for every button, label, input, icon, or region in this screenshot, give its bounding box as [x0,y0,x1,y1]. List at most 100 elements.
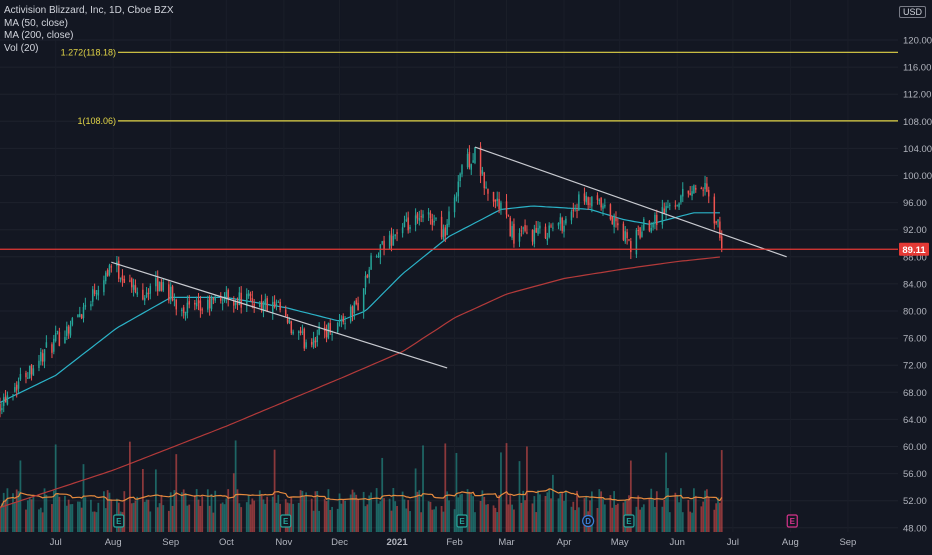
candle-body [713,196,716,224]
y-tick-label: 92.00 [903,225,927,236]
candle-body [427,212,430,215]
volume-bar [162,505,165,532]
x-tick-label: Sep [162,537,179,548]
candle-body [643,219,645,230]
candle-body [67,326,70,334]
volume-bar [422,445,424,532]
volume-bar [585,495,588,532]
candle-body [364,275,367,288]
candle-body [314,340,317,343]
candle-body [669,204,671,206]
candle-body [390,233,393,246]
candle-body [576,210,578,212]
volume-bar [134,500,137,532]
dividend-marker[interactable]: D [582,514,595,528]
volume-bar [208,505,211,532]
candle-body [546,237,549,241]
candle-body [455,196,458,198]
volume-bar [524,500,526,532]
y-tick-label: 56.00 [903,469,927,480]
candle-body [277,301,280,303]
candle-body [485,186,487,188]
volume-bar [637,495,640,532]
volume-bar [210,493,213,532]
candle-body [54,332,57,341]
currency-button[interactable]: USD [898,6,926,18]
volume-bar [535,512,538,532]
candle-body [340,318,343,321]
candle-body [403,221,406,228]
candle-body [487,189,489,194]
earnings-marker[interactable]: E [280,514,292,528]
volume-bar [167,510,170,532]
volume-ma-line [0,488,723,509]
earnings-marker[interactable]: E [623,514,635,528]
candle-body [106,270,109,277]
candle-body [41,353,44,362]
volume-bar [526,446,528,532]
ma50-legend[interactable]: MA (50, close) [4,17,68,29]
volume-bar [197,499,200,532]
volume-bar [247,494,250,532]
candle-body [466,153,469,168]
y-tick-label: 120.00 [903,36,932,47]
volume-bar [251,498,254,532]
candle-body [596,195,599,200]
volume-bar [496,512,499,532]
volume-bar [110,499,113,532]
volume-bar [639,509,641,532]
volume-bar [141,469,144,532]
earnings-marker[interactable]: E [786,514,798,528]
volume-bar [180,492,183,532]
volume-bar [663,499,666,532]
candle-body [396,232,398,234]
volume-bar [65,505,68,532]
ma200-legend[interactable]: MA (200, close) [4,30,74,41]
volume-bar [28,497,31,532]
candle-body [0,403,1,412]
symbol-title[interactable]: Activision Blizzard, Inc, 1D, Cboe BZX [4,5,174,16]
candle-body [539,225,541,229]
volume-bar [184,492,187,532]
volume-bar [275,502,278,532]
candle-body [266,298,268,312]
candle-body [459,173,461,182]
candle-body [626,232,628,238]
candle-body [264,299,267,304]
candle-body [407,217,409,231]
candle-body [533,229,536,244]
volume-bar [58,496,61,532]
volume-bar [366,504,369,532]
candle-body [650,228,652,232]
candle-body [32,368,35,376]
volume-legend[interactable]: Vol (20) [4,42,39,54]
volume-bar [344,500,346,532]
volume-bar [106,490,109,532]
candle-body [500,202,502,210]
volume-bar [616,503,619,532]
volume-bar [533,496,536,532]
candle-body [622,223,625,240]
candle-body [64,337,66,344]
volume-bar [498,495,500,532]
volume-bar [182,489,185,532]
candle-body [531,230,534,242]
earnings-marker[interactable]: E [456,514,468,528]
volume-bar [552,474,554,532]
candle-body [110,266,113,268]
volume-bar [225,498,228,532]
x-tick-label: Jul [50,537,62,548]
volume-bar [236,489,239,532]
volume-bar [720,450,723,532]
earnings-marker[interactable]: E [113,514,125,528]
volume-bar [565,490,567,532]
candle-body [494,199,497,202]
candle-body [609,204,612,220]
volume-bar [38,509,40,532]
candle-body [181,309,183,312]
candle-body [589,203,591,205]
volume-bar [574,510,577,532]
candle-body [574,208,576,210]
